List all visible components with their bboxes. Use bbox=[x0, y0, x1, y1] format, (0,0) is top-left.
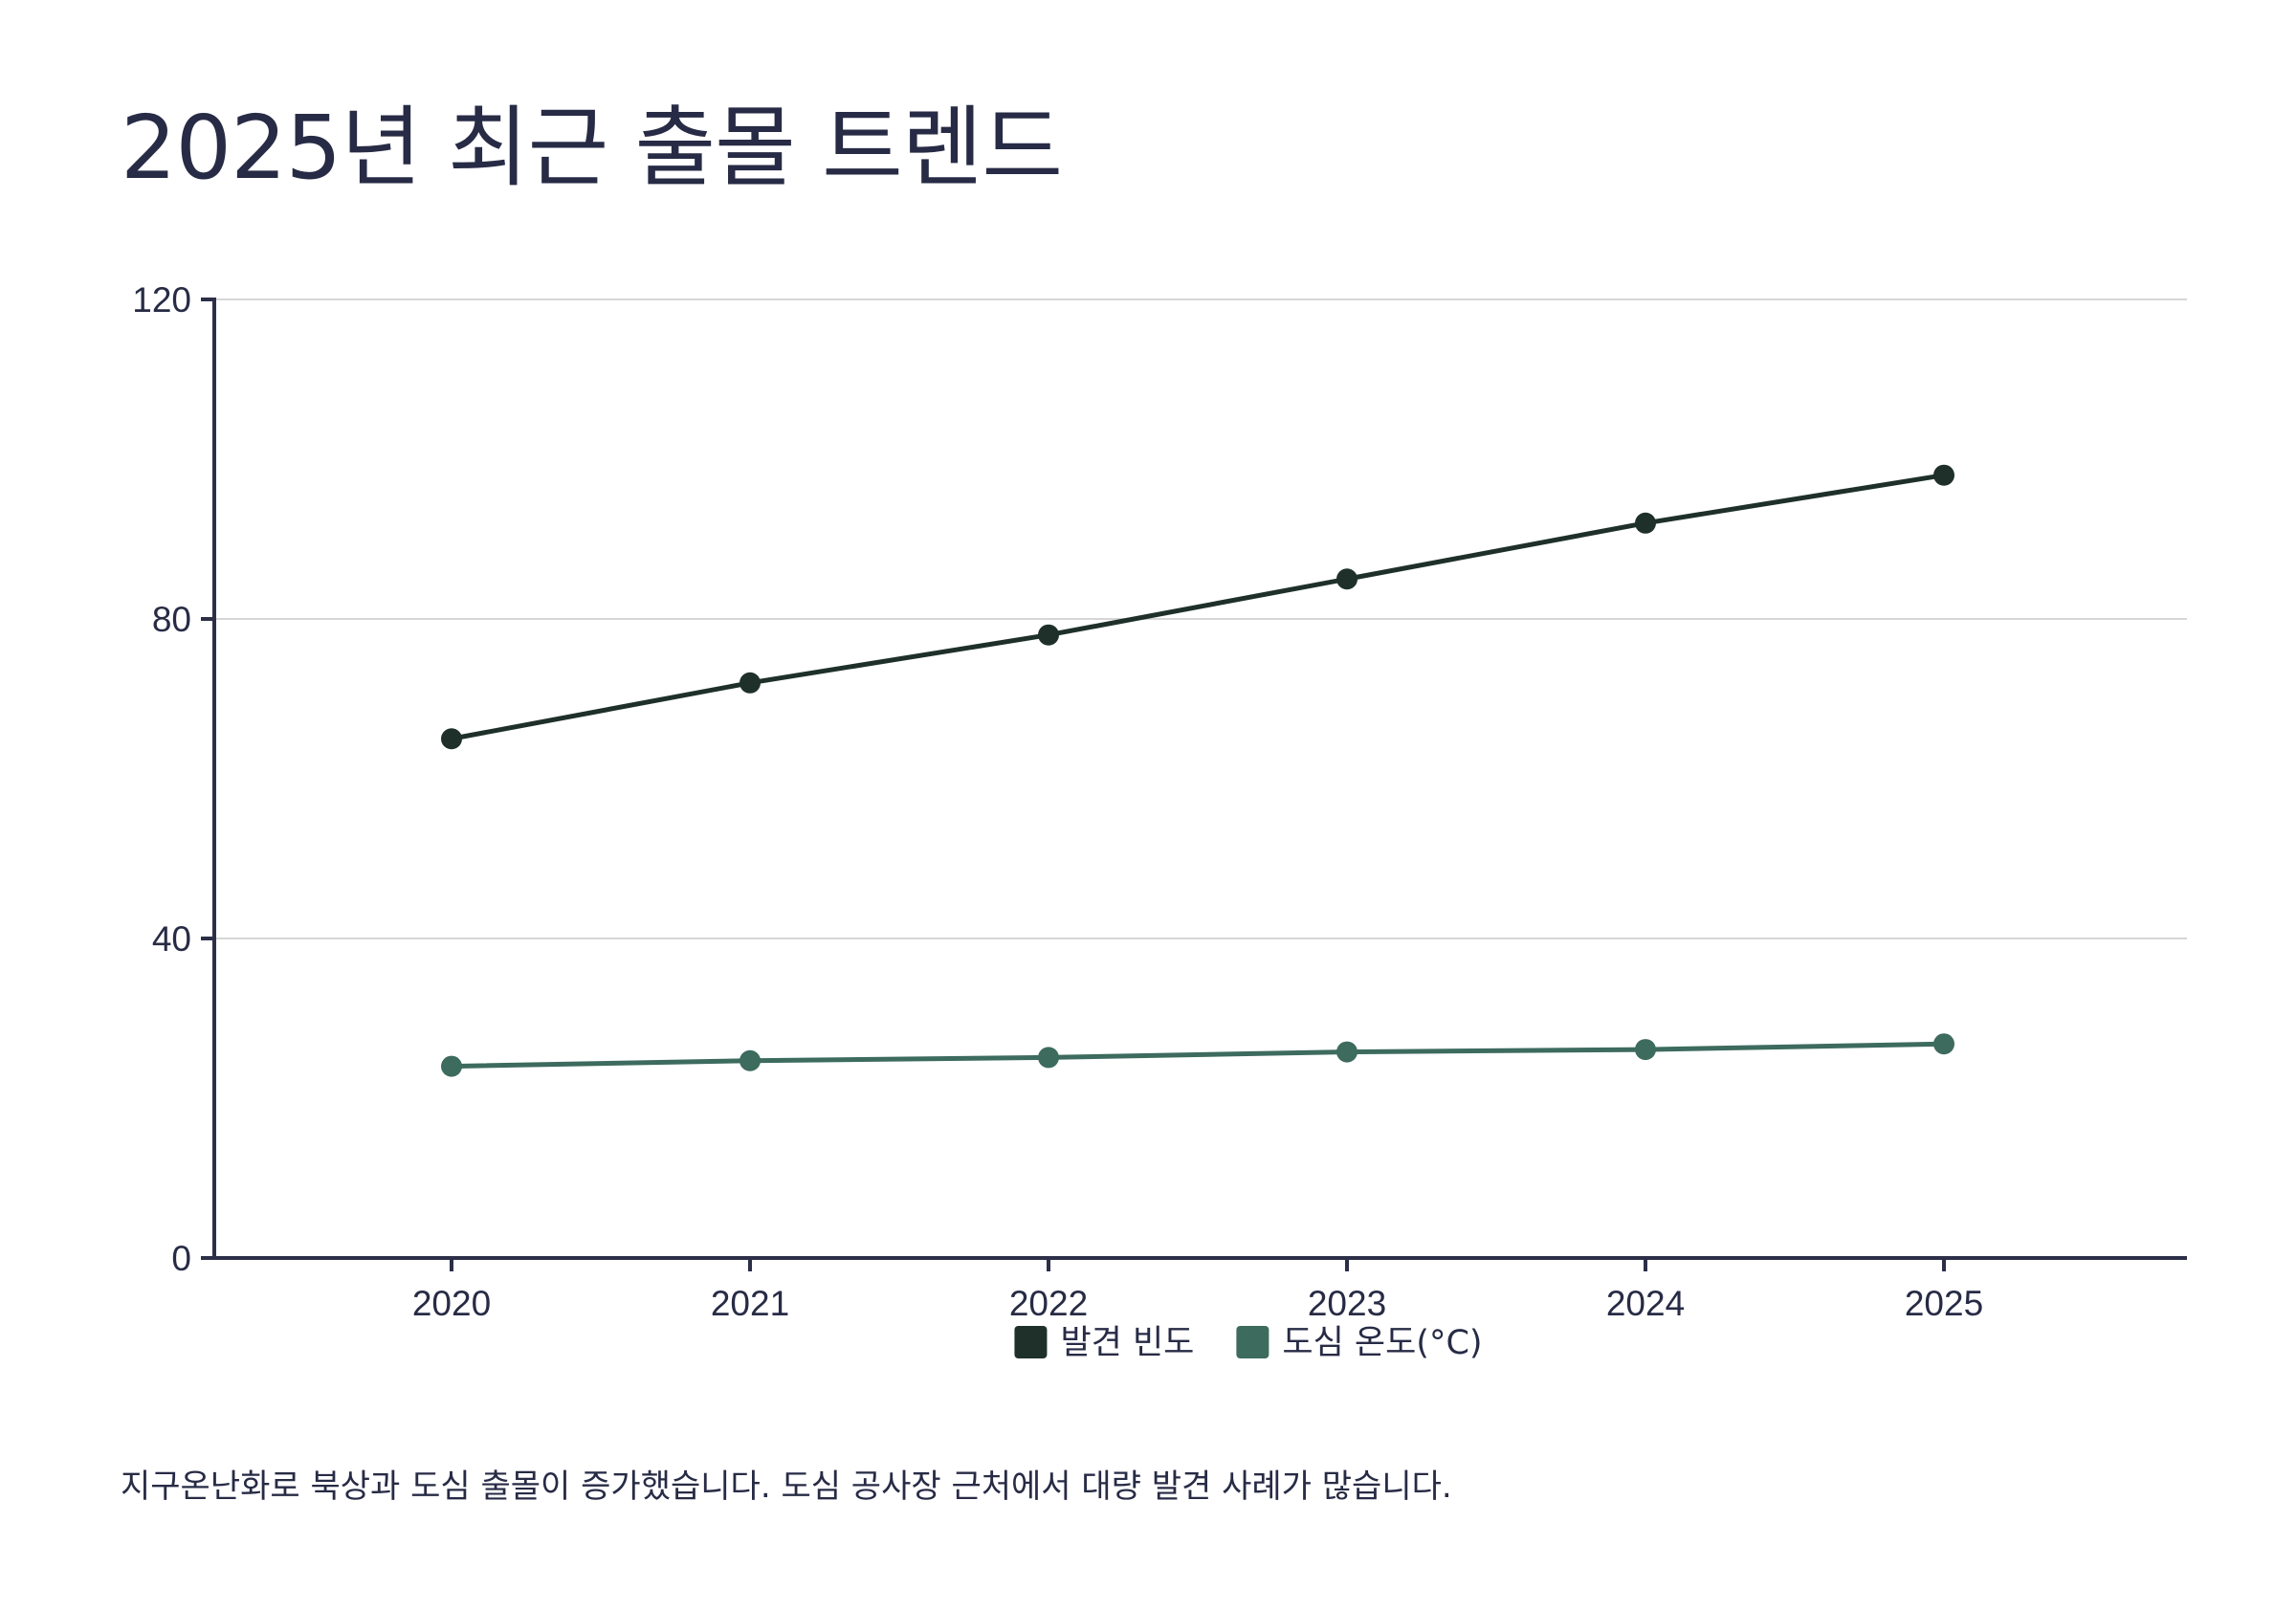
series-group bbox=[441, 464, 1954, 1077]
x-tick-label: 2025 bbox=[1905, 1284, 1983, 1323]
legend-swatch bbox=[1236, 1326, 1269, 1358]
x-tick-label: 2024 bbox=[1606, 1284, 1685, 1323]
data-point bbox=[441, 728, 462, 750]
x-tick-label: 2023 bbox=[1308, 1284, 1386, 1323]
data-point bbox=[1933, 1033, 1954, 1055]
x-tick-label: 2021 bbox=[711, 1284, 789, 1323]
data-point bbox=[1635, 1039, 1656, 1061]
axes: 0 40 80 120 2020 2021 2022 2023 2024 2025 bbox=[132, 280, 2187, 1323]
data-point bbox=[441, 1055, 462, 1077]
y-tick-label: 40 bbox=[152, 919, 191, 959]
x-tick-label: 2020 bbox=[412, 1284, 491, 1323]
series-line-2 bbox=[449, 1041, 1947, 1070]
data-point bbox=[1635, 512, 1656, 534]
legend[interactable]: 발견 빈도 도심 온도(°C) bbox=[1014, 1324, 1483, 1362]
legend-label: 도심 온도(°C) bbox=[1282, 1324, 1482, 1362]
data-point bbox=[740, 1049, 761, 1071]
gridlines bbox=[214, 298, 2187, 939]
legend-swatch bbox=[1014, 1326, 1048, 1358]
y-tick-label: 80 bbox=[152, 600, 191, 639]
data-point bbox=[1933, 464, 1954, 486]
y-tick-label: 120 bbox=[132, 280, 191, 320]
legend-item[interactable]: 도심 온도(°C) bbox=[1236, 1324, 1483, 1362]
y-tick-label: 0 bbox=[171, 1239, 191, 1278]
legend-item[interactable]: 발견 빈도 bbox=[1014, 1324, 1194, 1362]
data-point bbox=[1038, 1047, 1059, 1069]
data-point bbox=[740, 672, 761, 694]
series-line-1 bbox=[449, 473, 1947, 741]
legend-label: 발견 빈도 bbox=[1060, 1324, 1194, 1362]
data-point bbox=[1038, 624, 1059, 646]
data-point bbox=[1336, 1041, 1358, 1063]
footnote-text: 지구온난화로 북상과 도심 출몰이 증가했습니다. 도심 공사장 근처에서 대량… bbox=[121, 1468, 1452, 1506]
page-title: 2025년 최근 출몰 트렌드 bbox=[121, 97, 1063, 199]
x-tick-label: 2022 bbox=[1009, 1284, 1088, 1323]
data-point bbox=[1336, 568, 1358, 590]
